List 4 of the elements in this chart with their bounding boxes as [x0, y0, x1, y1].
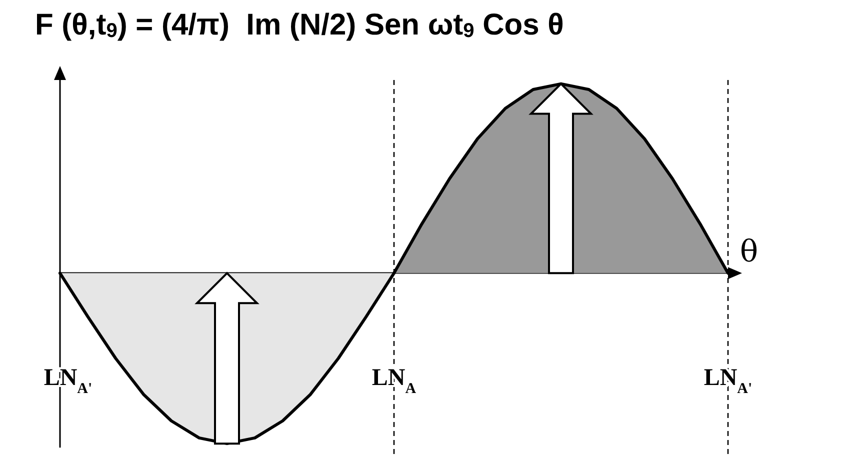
annotation: LN$_{A'}$	[704, 365, 752, 398]
annotation: LN$_{A}$	[372, 365, 416, 398]
chart-title: F (θ,t9) = (4/π) Im (N/2) Sen ωt9 Cos θ	[35, 8, 564, 42]
x-axis-title: θ	[740, 234, 758, 270]
